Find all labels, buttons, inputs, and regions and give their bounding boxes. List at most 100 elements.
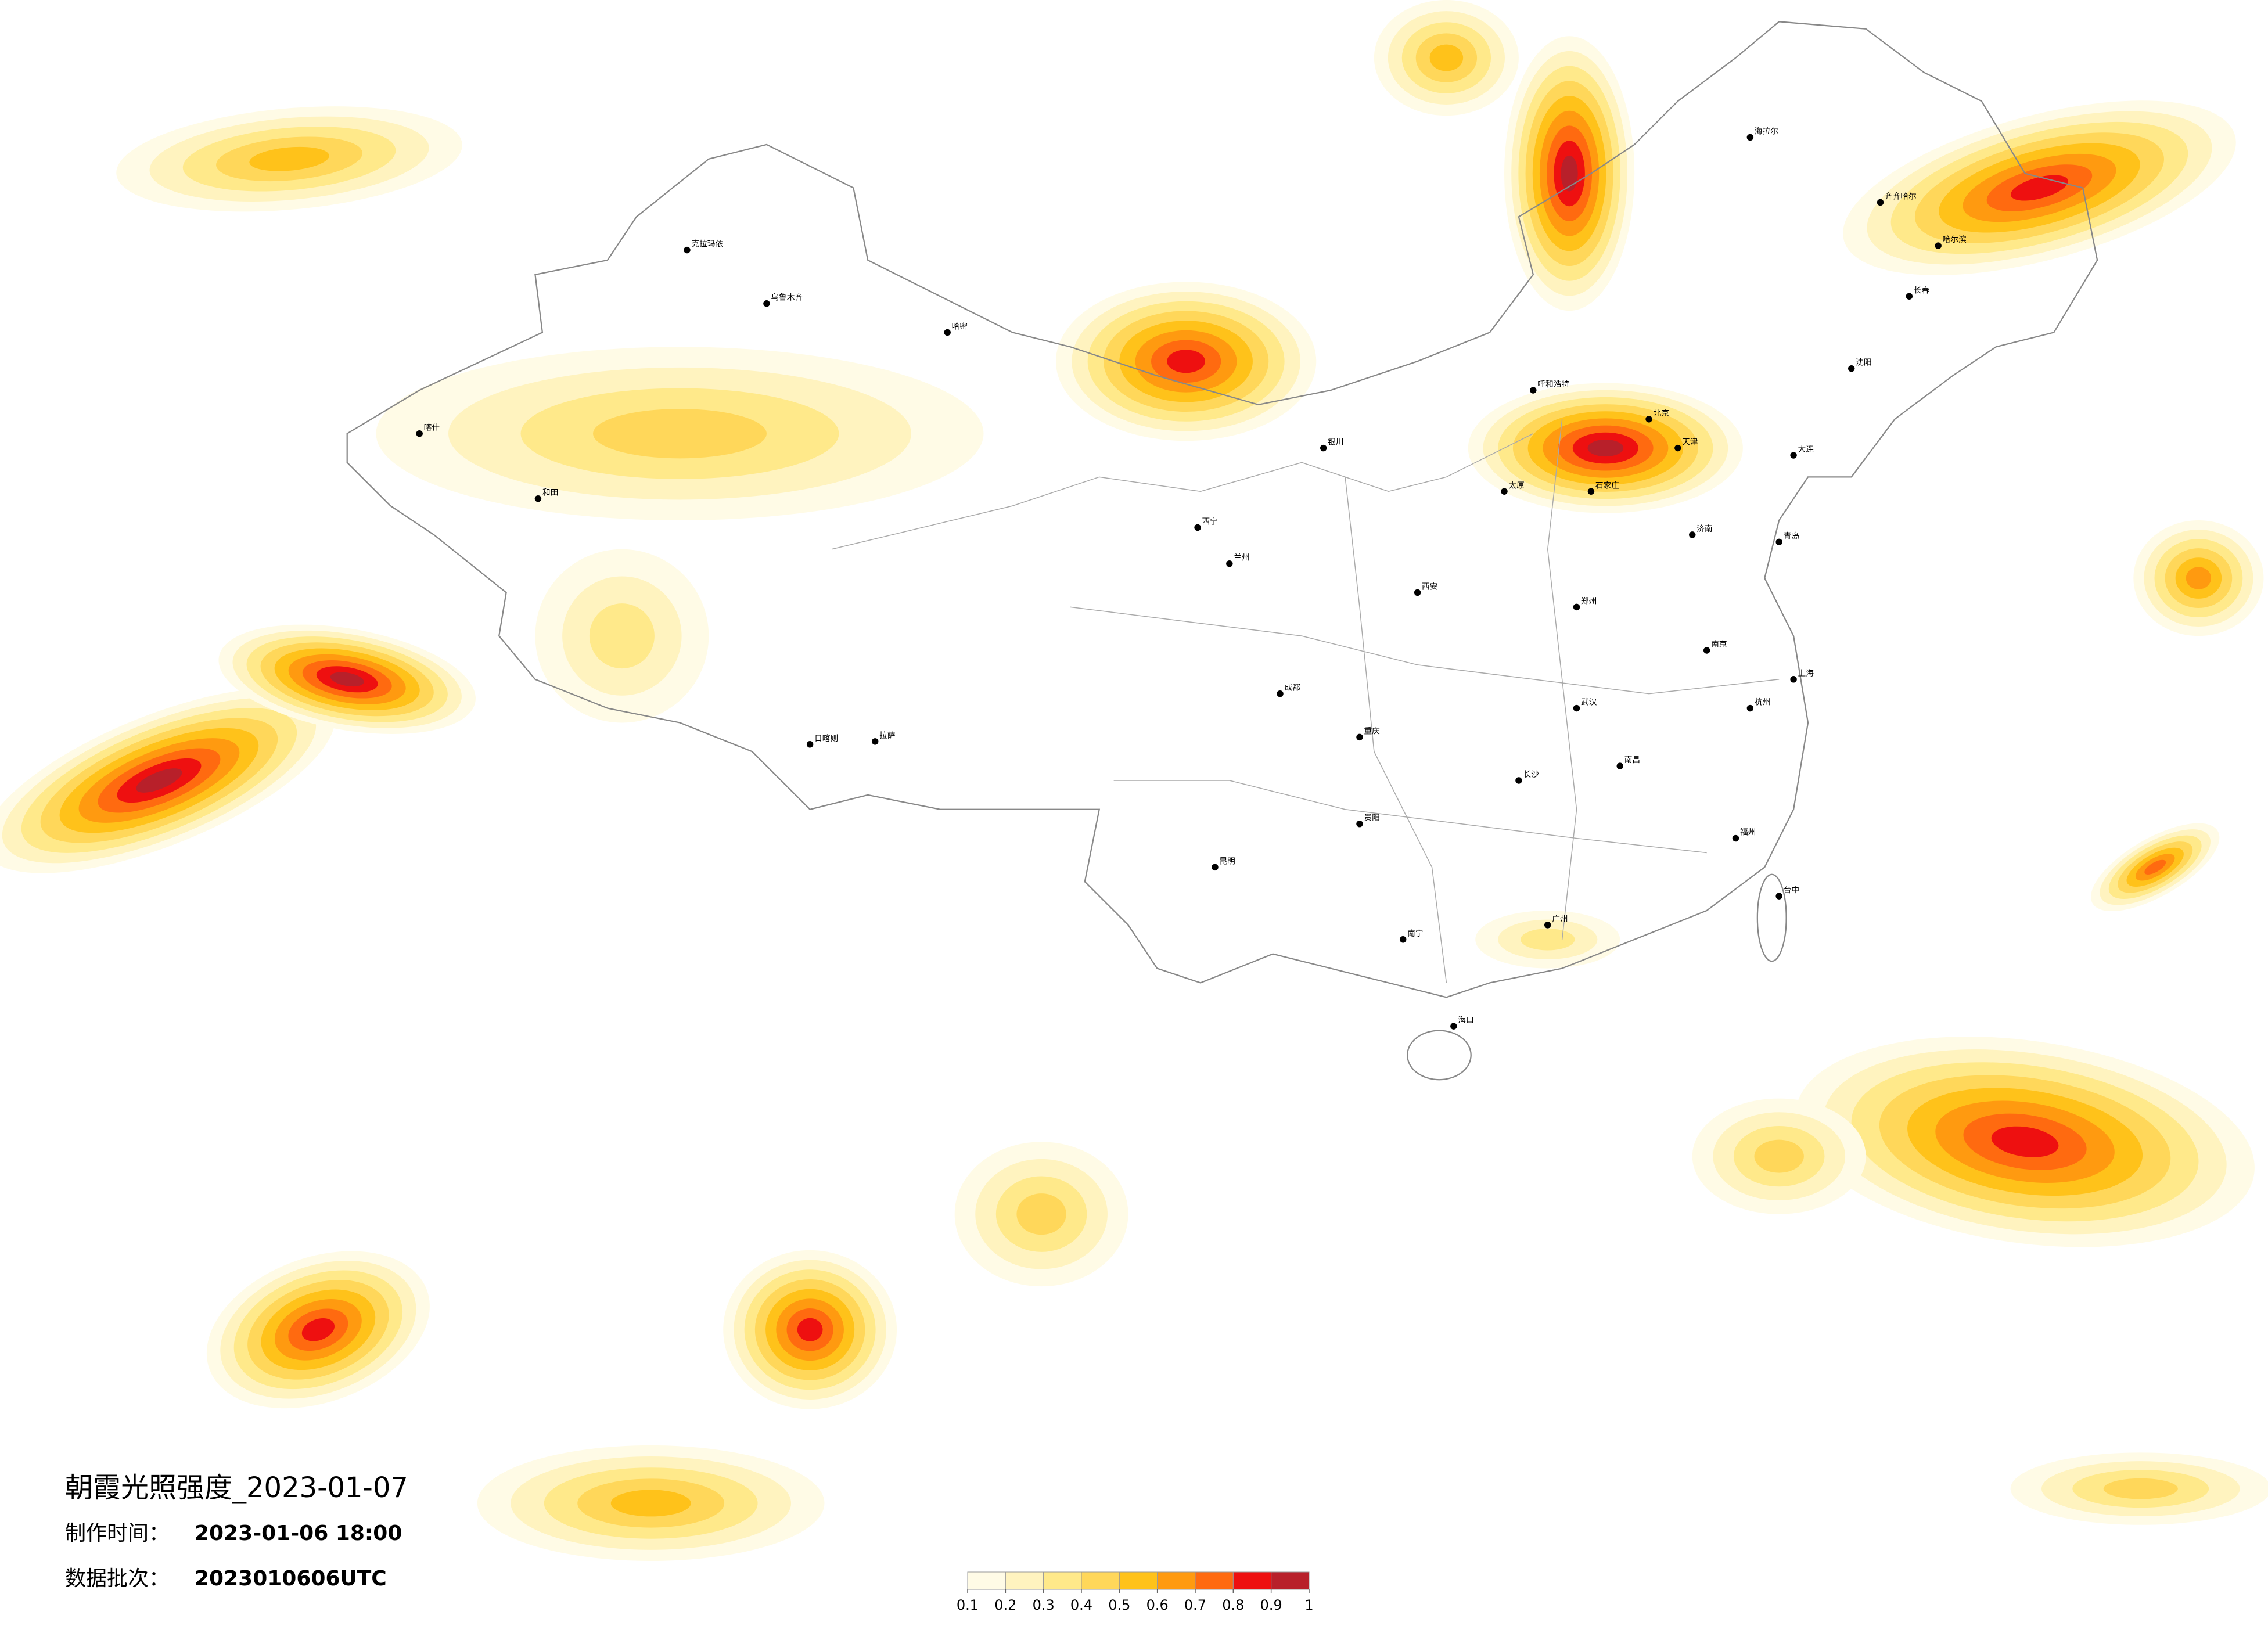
city-dot xyxy=(1775,893,1782,900)
colorbar-tick-label: 0.3 xyxy=(1033,1597,1055,1613)
city-label: 武汉 xyxy=(1581,698,1597,707)
colorbar-tick-label: 0.8 xyxy=(1222,1597,1244,1613)
city-label: 长春 xyxy=(1914,286,1930,295)
city-label: 和田 xyxy=(542,488,558,498)
city-label: 喀什 xyxy=(424,423,440,433)
city-dot xyxy=(1746,134,1754,141)
city-label: 大连 xyxy=(1798,445,1814,454)
city-label: 贵阳 xyxy=(1364,814,1379,823)
city-label: 太原 xyxy=(1508,481,1524,490)
colorbar-cell xyxy=(1157,1571,1196,1590)
colorbar-tick-label: 0.6 xyxy=(1146,1597,1169,1613)
city-dot xyxy=(1587,488,1595,495)
city-dot xyxy=(1530,387,1537,394)
city-dot xyxy=(1848,365,1855,372)
city-dot xyxy=(1790,676,1797,683)
city-dot xyxy=(1616,762,1623,769)
province-border xyxy=(1547,419,1577,940)
colorbar-tick-label: 0.4 xyxy=(1070,1597,1092,1613)
heat-patch xyxy=(330,672,364,687)
city-dot xyxy=(1544,922,1551,929)
colorbar-cell xyxy=(1081,1571,1120,1590)
city-dot xyxy=(806,741,814,748)
city-dot xyxy=(944,329,951,336)
city-dot xyxy=(1689,531,1696,538)
title: 朝霞光照强度_2023-01-07 xyxy=(65,1472,408,1504)
city-dot xyxy=(1414,589,1421,596)
city-dot xyxy=(1501,488,1508,495)
city-dot xyxy=(684,246,691,254)
city-dot xyxy=(871,738,879,745)
island-outline xyxy=(1756,873,1787,962)
city-dot xyxy=(1573,704,1580,712)
batch-label: 数据批次： xyxy=(65,1567,170,1591)
city-dot xyxy=(1790,452,1797,459)
city-label: 银川 xyxy=(1328,438,1343,447)
city-label: 昆明 xyxy=(1219,857,1235,866)
city-dot xyxy=(1194,524,1201,531)
colorbar-tick-label: 0.5 xyxy=(1108,1597,1130,1613)
city-dot xyxy=(1212,864,1219,871)
heat-patch xyxy=(589,603,655,669)
city-label: 海口 xyxy=(1458,1016,1473,1025)
colorbar-cell xyxy=(967,1571,1006,1590)
city-label: 杭州 xyxy=(1755,698,1770,707)
colorbar: 0.1 0.2 0.3 0.4 0.5 0.6 0.7 0.8 0.9 1 xyxy=(957,1571,1314,1613)
city-label: 天津 xyxy=(1682,438,1698,447)
country-outline xyxy=(346,21,2098,998)
city-label: 日喀则 xyxy=(814,734,838,743)
city-dot xyxy=(1906,293,1913,300)
city-label: 重庆 xyxy=(1364,726,1380,736)
colorbar-tick-label: 0.9 xyxy=(1260,1597,1282,1613)
colorbar-tick-label: 0.7 xyxy=(1184,1597,1206,1613)
heat-patch xyxy=(1167,350,1205,373)
heat-patch xyxy=(2144,859,2166,875)
city-label: 北京 xyxy=(1654,409,1669,418)
city-label: 南昌 xyxy=(1624,756,1640,765)
heat-patch xyxy=(2186,567,2212,589)
city-dot xyxy=(1399,936,1407,943)
colorbar-cell xyxy=(1119,1571,1158,1590)
island-outline xyxy=(1407,1030,1472,1081)
city-label: 石家庄 xyxy=(1595,480,1619,490)
city-label: 南京 xyxy=(1711,640,1727,649)
heat-patch xyxy=(301,1318,335,1341)
city-dot xyxy=(1746,704,1754,712)
colorbar-cell xyxy=(1043,1571,1082,1590)
heat-patch xyxy=(797,1318,823,1341)
city-dot xyxy=(1320,444,1327,452)
city-label: 青岛 xyxy=(1784,531,1799,541)
city-dot xyxy=(1573,603,1580,611)
heat-patch xyxy=(1587,439,1624,457)
city-label: 齐齐哈尔 xyxy=(1885,192,1917,201)
heat-patch xyxy=(1521,929,1575,951)
city-dot xyxy=(1356,820,1363,828)
city-label: 福州 xyxy=(1740,828,1756,837)
city-label: 广州 xyxy=(1552,915,1568,924)
city-dot xyxy=(1703,647,1710,654)
city-label: 成都 xyxy=(1284,684,1300,693)
colorbar-cell xyxy=(1232,1571,1272,1590)
batch-value: 2023010606UTC xyxy=(195,1567,387,1591)
city-dot xyxy=(1356,733,1363,741)
heat-patch xyxy=(1991,1126,2059,1157)
city-dot xyxy=(1277,690,1284,697)
heat-patch xyxy=(2010,175,2068,201)
heat-patch xyxy=(1429,44,1464,71)
city-label: 郑州 xyxy=(1581,596,1597,606)
city-dot xyxy=(1515,777,1522,784)
province-border xyxy=(1070,606,1780,695)
city-dot xyxy=(416,430,423,437)
city-label: 西安 xyxy=(1422,582,1437,591)
heat-patch xyxy=(136,768,182,793)
city-dot xyxy=(763,300,770,307)
made-value: 2023-01-06 18:00 xyxy=(195,1521,402,1545)
city-label: 兰州 xyxy=(1234,553,1249,563)
city-dot xyxy=(1935,242,1942,249)
city-label: 济南 xyxy=(1696,524,1712,534)
heat-layer xyxy=(0,0,2268,1562)
heat-patch xyxy=(1561,155,1578,192)
city-label: 西宁 xyxy=(1202,516,1218,526)
city-label: 南宁 xyxy=(1407,929,1423,938)
